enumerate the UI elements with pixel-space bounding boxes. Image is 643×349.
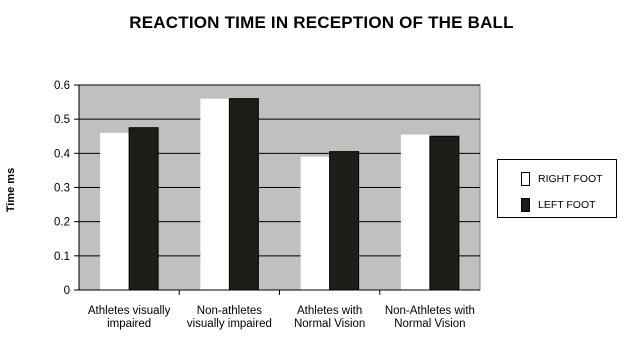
y-tick-label: 0	[64, 285, 70, 297]
y-tick-label: 0.2	[54, 217, 70, 229]
bar-right-foot	[400, 134, 430, 290]
x-tick-label: Non-athletes visually impaired	[186, 305, 272, 330]
x-tick-label: Non-Athletes with Normal Vision	[384, 305, 475, 330]
bar-left-foot	[329, 151, 360, 291]
bar-left-foot	[128, 127, 159, 291]
bar-right-foot	[100, 132, 130, 290]
y-tick-label: 0.3	[54, 183, 70, 195]
legend-label-right-foot: RIGHT FOOT	[538, 173, 603, 185]
y-tick-label: 0.1	[54, 251, 70, 263]
bar-right-foot	[300, 156, 330, 290]
y-tick-label: 0.5	[54, 114, 70, 126]
legend-item-right-foot: RIGHT FOOT	[521, 172, 603, 186]
bar-left-foot	[228, 98, 259, 291]
bar-left-foot	[429, 135, 460, 291]
x-tick-label: Athletes with Normal Vision	[293, 305, 366, 330]
bar-right-foot	[200, 98, 230, 291]
y-tick-label: 0.6	[54, 80, 70, 92]
x-tick-label: Athletes visually impaired	[87, 305, 171, 330]
legend-swatch-right-foot	[521, 172, 530, 186]
y-tick-label: 0.4	[54, 148, 71, 160]
legend-item-left-foot: LEFT FOOT	[521, 198, 596, 212]
legend-swatch-left-foot	[521, 198, 530, 212]
legend: RIGHT FOOT LEFT FOOT	[497, 159, 617, 218]
chart-title: REACTION TIME IN RECEPTION OF THE BALL	[129, 13, 514, 32]
legend-label-left-foot: LEFT FOOT	[538, 199, 596, 211]
